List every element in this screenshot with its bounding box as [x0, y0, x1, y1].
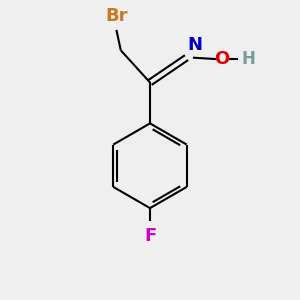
Text: F: F [144, 227, 156, 245]
Text: O: O [214, 50, 229, 68]
Text: Br: Br [105, 7, 128, 25]
Text: H: H [242, 50, 255, 68]
Text: N: N [187, 36, 202, 54]
